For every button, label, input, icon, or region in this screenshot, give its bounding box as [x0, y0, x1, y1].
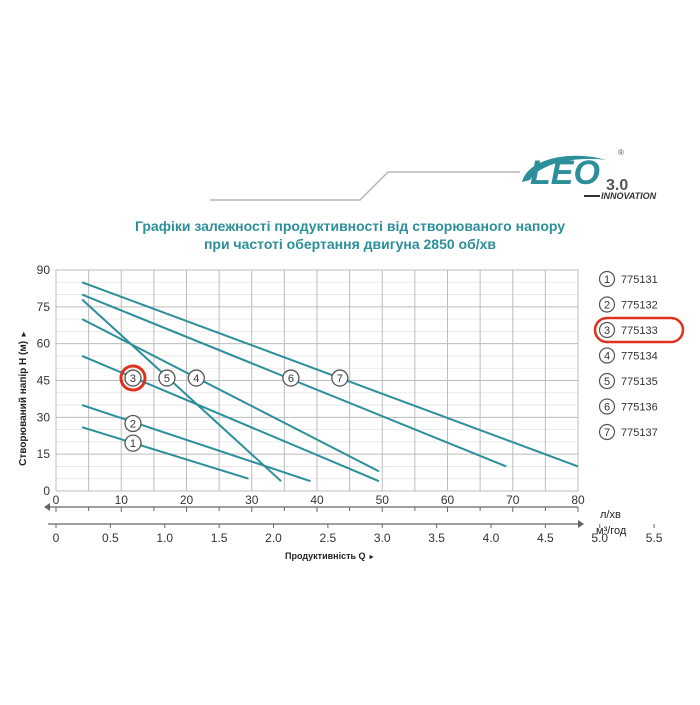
logo-registered-mark: ® — [618, 148, 624, 157]
logo-swoosh — [522, 155, 606, 182]
series-marker-1 — [124, 434, 142, 452]
series-marker-label: 1 — [130, 438, 136, 450]
x-tick-label-m3h: 2.5 — [320, 531, 337, 545]
series-line-7 — [81, 281, 579, 468]
x-unit-lpm: л/хв — [600, 509, 621, 521]
x-tick-label-m3h: 4.5 — [537, 531, 554, 545]
legend-marker-label: 7 — [604, 427, 610, 439]
y-axis-title-text: Створюваний напір H (м) — [18, 341, 29, 466]
series-line-3 — [81, 298, 282, 482]
series-marker-label: 6 — [288, 373, 294, 385]
legend-marker-7 — [598, 423, 616, 441]
x-tick-label-m3h: 0 — [53, 531, 60, 545]
chart-series — [81, 281, 579, 483]
x-axis-lpm-arrow-left — [44, 503, 50, 511]
legend-entry-label: 775135 — [621, 376, 658, 388]
legend-marker-6 — [598, 398, 616, 415]
legend-marker-2 — [598, 296, 616, 313]
series-marker-label: 4 — [193, 373, 199, 385]
x-axis-m3h-arrow-right — [578, 520, 584, 528]
y-tick-label: 75 — [37, 300, 51, 314]
chart-title-line-2: при частоті обертання двигуна 2850 об/хв — [203, 236, 497, 252]
series-marker-label: 7 — [337, 373, 343, 385]
x-tick-label-m3h: 3.0 — [374, 531, 391, 545]
x-tick-label-m3h: 3.5 — [428, 531, 445, 545]
x-tick-label-m3h: 5.0 — [591, 531, 608, 545]
x-tick-label-lpm: 30 — [245, 493, 259, 507]
legend-marker-label: 3 — [604, 325, 610, 337]
series-marker-5 — [158, 369, 176, 387]
legend-entry-label: 775136 — [621, 402, 658, 414]
decorative-connector-line — [210, 171, 520, 201]
x-tick-label-m3h: 4.0 — [483, 531, 500, 545]
legend-marker-label: 5 — [604, 376, 610, 388]
series-marker-6 — [282, 369, 300, 387]
x-axis-title-arrow: ► — [368, 554, 375, 561]
chart-title-line-1: Графіки залежності продуктивності від ст… — [134, 218, 566, 234]
legend-marker-label: 1 — [604, 274, 610, 286]
series-line-2 — [81, 404, 311, 483]
legend-highlight-box — [593, 316, 685, 344]
legend-entry-label: 775134 — [621, 351, 658, 363]
leo-logo: LEO 3.0 ® INNOVATION — [522, 148, 657, 201]
legend-marker-label: 6 — [604, 402, 610, 414]
series-marker-7 — [331, 369, 349, 387]
series-highlight-ring-3 — [119, 364, 147, 392]
y-tick-label: 90 — [37, 263, 51, 277]
legend-marker-5 — [598, 372, 616, 390]
x-axis-title: Продуктивність Q ► — [285, 551, 375, 561]
x-tick-label-lpm: 40 — [310, 493, 324, 507]
y-tick-label: 0 — [43, 484, 50, 498]
series-marker-label: 3 — [130, 373, 136, 385]
series-line-1 — [81, 426, 249, 480]
x-tick-label-lpm: 80 — [571, 493, 585, 507]
x-tick-label-m3h: 0.5 — [102, 531, 119, 545]
legend-marker-label: 2 — [604, 300, 610, 312]
y-tick-label: 15 — [37, 447, 51, 461]
x-tick-label-m3h: 2.0 — [265, 531, 282, 545]
legend-entry-label: 775131 — [621, 274, 658, 286]
chart-legend: 1 775131 2 775132 3 775133 4 775134 5 775135 6 7751… — [593, 270, 685, 441]
series-marker-4 — [187, 369, 205, 387]
legend-entry-label: 775133 — [621, 325, 658, 337]
x-tick-label-lpm: 70 — [506, 493, 520, 507]
x-tick-label-lpm: 60 — [441, 493, 455, 507]
y-tick-label: 30 — [37, 410, 51, 424]
x-axis-title-text: Продуктивність Q — [285, 551, 366, 561]
series-line-4 — [81, 318, 380, 473]
legend-marker-3 — [598, 321, 616, 339]
series-marker-label: 5 — [164, 373, 170, 385]
logo-tagline: INNOVATION — [601, 191, 657, 201]
legend-marker-1 — [598, 270, 616, 288]
logo-version: 3.0 — [606, 177, 628, 194]
y-axis-title: Створюваний напір H (м) ► — [18, 330, 29, 466]
x-tick-label-lpm: 10 — [115, 493, 129, 507]
series-marker-3 — [124, 369, 142, 387]
y-tick-label: 45 — [37, 374, 51, 388]
legend-entry-label: 775132 — [621, 300, 658, 312]
legend-marker-label: 4 — [604, 351, 610, 363]
x-tick-label-lpm: 20 — [180, 493, 194, 507]
y-tick-label: 60 — [37, 337, 51, 351]
legend-entry-label: 775137 — [621, 427, 658, 439]
logo-brand: LEO — [530, 154, 600, 192]
x-tick-label-lpm: 50 — [376, 493, 390, 507]
x-unit-m3h: м³/год — [596, 525, 627, 537]
x-tick-label-lpm: 0 — [53, 493, 60, 507]
x-tick-label-m3h: 5.5 — [646, 531, 663, 545]
y-axis-title-arrow: ► — [19, 330, 28, 338]
series-marker-label: 2 — [130, 418, 136, 430]
x-tick-label-m3h: 1.5 — [211, 531, 228, 545]
series-marker-2 — [124, 414, 142, 433]
x-tick-label-m3h: 1.0 — [156, 531, 173, 545]
chart-series-labels: 1 2 3 4 5 6 7 — [119, 364, 349, 452]
legend-marker-4 — [598, 347, 616, 364]
chart-grid — [55, 269, 579, 492]
